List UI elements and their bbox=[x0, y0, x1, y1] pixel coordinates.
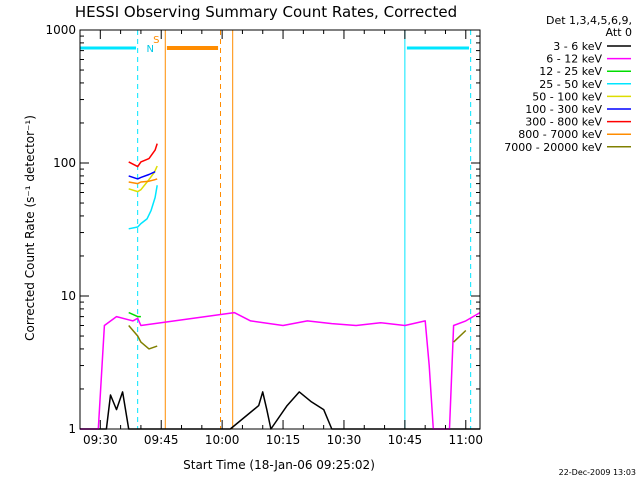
x-tick-label: 10:00 bbox=[205, 433, 240, 447]
series-line-6 bbox=[128, 143, 158, 168]
series-line-7 bbox=[128, 178, 158, 185]
chart-title: HESSI Observing Summary Count Rates, Cor… bbox=[75, 3, 457, 21]
x-tick-label: 10:30 bbox=[327, 433, 362, 447]
annotation-s: S bbox=[153, 35, 159, 46]
legend-item-label: 6 - 12 keV bbox=[546, 53, 602, 66]
plot-date-footer: 22-Dec-2009 13:03 bbox=[559, 468, 636, 477]
x-tick-label: 10:15 bbox=[266, 433, 301, 447]
legend-item-label: 25 - 50 keV bbox=[539, 78, 602, 91]
legend-item-label: 3 - 6 keV bbox=[553, 40, 602, 53]
x-tick-label: 09:45 bbox=[144, 433, 179, 447]
legend-item-label: 100 - 300 keV bbox=[525, 103, 602, 116]
plot-frame bbox=[79, 29, 481, 430]
y-tick-label: 1 bbox=[68, 422, 76, 436]
series-line-3 bbox=[128, 185, 158, 230]
legend-item-label: 300 - 800 keV bbox=[525, 116, 602, 129]
y-tick-label: 100 bbox=[53, 156, 76, 170]
annotation-n: N bbox=[147, 44, 154, 55]
x-tick-label: 10:45 bbox=[388, 433, 423, 447]
y-tick-label: 1000 bbox=[45, 23, 76, 37]
series-line-0 bbox=[80, 391, 480, 430]
legend-header-line: Det 1,3,4,5,6,9, bbox=[546, 14, 632, 27]
y-axis-label: Corrected Count Rate (s⁻¹ detector⁻¹) bbox=[23, 115, 37, 341]
series-line-8 bbox=[453, 329, 467, 343]
legend-item-label: 7000 - 20000 keV bbox=[504, 141, 602, 154]
series-line-2 bbox=[128, 311, 141, 318]
x-tick-label: 11:00 bbox=[448, 433, 483, 447]
legend-header-line: Att 0 bbox=[606, 26, 632, 39]
x-tick-label: 09:30 bbox=[83, 433, 118, 447]
legend-item-label: 12 - 25 keV bbox=[539, 65, 602, 78]
series-line-8 bbox=[128, 325, 158, 350]
y-tick-label: 10 bbox=[61, 289, 76, 303]
legend-item-label: 50 - 100 keV bbox=[532, 90, 602, 103]
series-line-5 bbox=[128, 171, 156, 180]
x-axis-label: Start Time (18-Jan-06 09:25:02) bbox=[183, 458, 375, 472]
legend-item-label: 800 - 7000 keV bbox=[518, 128, 602, 141]
